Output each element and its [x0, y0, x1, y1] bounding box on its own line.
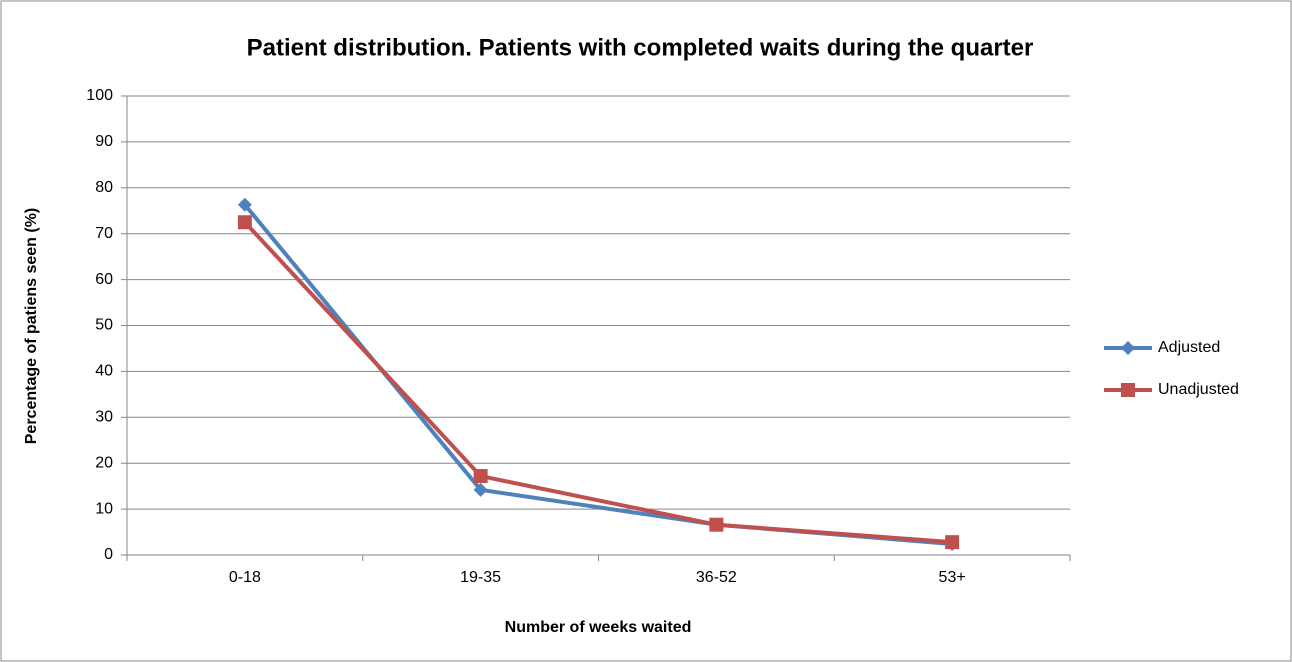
data-point	[709, 517, 724, 532]
data-point	[237, 197, 252, 212]
y-axis-label: Percentage of patiens seen (%)	[23, 208, 40, 445]
y-tick-label: 100	[86, 87, 113, 104]
x-tick-label: 53+	[939, 569, 966, 586]
chart-title: Patient distribution. Patients with comp…	[247, 34, 1034, 61]
y-tick-label: 60	[95, 271, 113, 288]
y-tick-label: 20	[95, 454, 113, 471]
x-tick-label: 19-35	[460, 569, 501, 586]
line-series	[243, 220, 953, 545]
x-tick-label: 36-52	[696, 569, 737, 586]
x-tick-label: 0-18	[229, 569, 261, 586]
legend-label: Adjusted	[1158, 339, 1220, 356]
y-tick-label: 80	[95, 179, 113, 196]
y-tick-label: 40	[95, 363, 113, 380]
y-tick-label: 30	[95, 409, 113, 426]
data-point	[473, 469, 488, 484]
y-tick-label: 90	[95, 133, 113, 150]
y-tick-label: 50	[95, 317, 113, 334]
legend-label: Unadjusted	[1158, 381, 1239, 398]
data-point	[237, 215, 252, 230]
y-tick-label: 10	[95, 500, 113, 517]
data-point	[945, 535, 960, 550]
legend-marker	[1121, 341, 1135, 355]
x-axis-label: Number of weeks waited	[505, 619, 692, 636]
data-point	[473, 482, 488, 497]
y-tick-label: 0	[104, 546, 113, 563]
y-tick-label: 70	[95, 225, 113, 242]
legend-marker	[1121, 383, 1135, 397]
